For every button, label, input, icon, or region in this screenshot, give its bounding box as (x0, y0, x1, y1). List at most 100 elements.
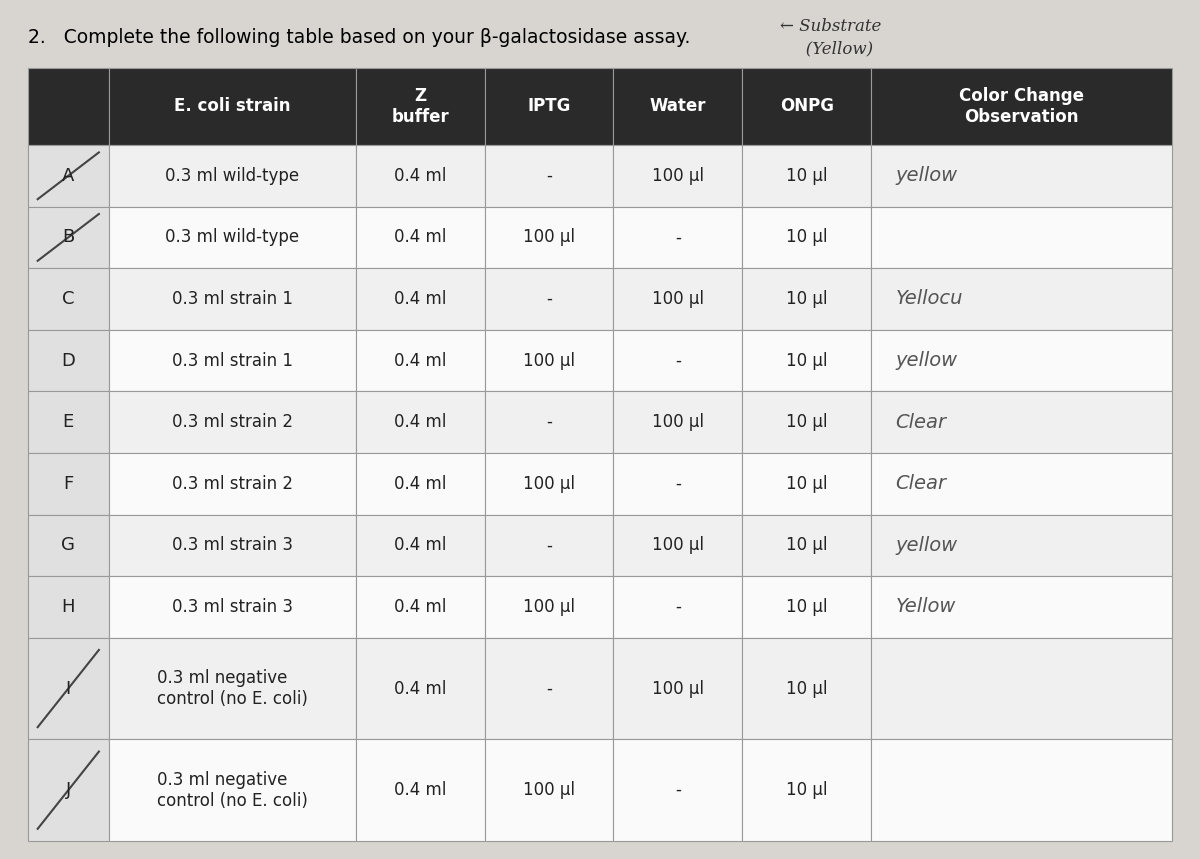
Bar (355, 330, 485, 392)
Text: 0.3 ml strain 1: 0.3 ml strain 1 (172, 351, 293, 369)
Text: 0.4 ml: 0.4 ml (394, 679, 446, 698)
Bar (743, 330, 871, 392)
Bar (613, 206, 743, 268)
Text: 100 µl: 100 µl (652, 290, 704, 308)
Text: 10 µl: 10 µl (786, 290, 828, 308)
Text: 0.4 ml: 0.4 ml (394, 536, 446, 554)
Text: 100 µl: 100 µl (523, 228, 575, 247)
Bar (355, 145, 485, 206)
Text: -: - (674, 475, 680, 493)
Bar (613, 392, 743, 453)
Text: -: - (674, 598, 680, 616)
Text: 0.3 ml wild-type: 0.3 ml wild-type (166, 167, 299, 185)
Bar (871, 637, 1172, 740)
Text: 0.3 ml strain 3: 0.3 ml strain 3 (172, 598, 293, 616)
Text: 10 µl: 10 µl (786, 781, 828, 799)
Text: I: I (66, 679, 71, 698)
Bar (485, 637, 613, 740)
Bar (613, 637, 743, 740)
Text: ONPG: ONPG (780, 97, 834, 115)
Text: 10 µl: 10 µl (786, 679, 828, 698)
Text: yellow: yellow (895, 536, 958, 555)
Text: -: - (546, 167, 552, 185)
Bar (613, 515, 743, 576)
Text: 10 µl: 10 µl (786, 475, 828, 493)
Text: 100 µl: 100 µl (652, 536, 704, 554)
Bar (871, 206, 1172, 268)
Bar (871, 453, 1172, 515)
Text: 100 µl: 100 µl (523, 475, 575, 493)
Bar (355, 268, 485, 330)
Bar (28, 453, 108, 515)
Bar (743, 453, 871, 515)
Bar (485, 268, 613, 330)
Bar (613, 268, 743, 330)
Bar (28, 515, 108, 576)
Text: -: - (546, 413, 552, 431)
Bar (108, 637, 355, 740)
Bar (871, 515, 1172, 576)
Bar (108, 330, 355, 392)
Text: 0.3 ml strain 2: 0.3 ml strain 2 (172, 475, 293, 493)
Bar (871, 68, 1172, 145)
Bar (743, 740, 871, 841)
Text: 100 µl: 100 µl (523, 781, 575, 799)
Text: 0.4 ml: 0.4 ml (394, 475, 446, 493)
Bar (355, 206, 485, 268)
Text: G: G (61, 536, 76, 554)
Bar (485, 740, 613, 841)
Bar (743, 515, 871, 576)
Text: Color Change
Observation: Color Change Observation (959, 87, 1084, 126)
Text: -: - (546, 679, 552, 698)
Text: 0.3 ml wild-type: 0.3 ml wild-type (166, 228, 299, 247)
Text: 100 µl: 100 µl (523, 351, 575, 369)
Bar (743, 145, 871, 206)
Text: H: H (61, 598, 76, 616)
Text: yellow: yellow (895, 351, 958, 370)
Text: 0.3 ml strain 2: 0.3 ml strain 2 (172, 413, 293, 431)
Bar (28, 576, 108, 637)
Bar (108, 392, 355, 453)
Bar (743, 576, 871, 637)
Bar (613, 740, 743, 841)
Bar (28, 268, 108, 330)
Text: 0.4 ml: 0.4 ml (394, 781, 446, 799)
Bar (355, 392, 485, 453)
Text: Z
buffer: Z buffer (391, 87, 449, 126)
Bar (485, 515, 613, 576)
Text: 10 µl: 10 µl (786, 351, 828, 369)
Text: 0.3 ml strain 1: 0.3 ml strain 1 (172, 290, 293, 308)
Bar (613, 330, 743, 392)
Text: Yellocu: Yellocu (895, 289, 962, 308)
Text: F: F (64, 475, 73, 493)
Text: 0.3 ml negative
control (no E. coli): 0.3 ml negative control (no E. coli) (157, 771, 307, 809)
Bar (485, 576, 613, 637)
Bar (743, 268, 871, 330)
Bar (28, 392, 108, 453)
Bar (108, 268, 355, 330)
Text: -: - (674, 228, 680, 247)
Bar (108, 576, 355, 637)
Bar (108, 515, 355, 576)
Bar (871, 576, 1172, 637)
Bar (871, 740, 1172, 841)
Text: 0.4 ml: 0.4 ml (394, 598, 446, 616)
Text: Clear: Clear (895, 412, 947, 432)
Bar (485, 145, 613, 206)
Text: 10 µl: 10 µl (786, 536, 828, 554)
Text: 2.   Complete the following table based on your β-galactosidase assay.: 2. Complete the following table based on… (28, 28, 690, 47)
Text: (Yellow): (Yellow) (790, 40, 874, 57)
Bar (871, 145, 1172, 206)
Bar (613, 145, 743, 206)
Text: E: E (62, 413, 74, 431)
Text: B: B (62, 228, 74, 247)
Bar (28, 740, 108, 841)
Bar (485, 68, 613, 145)
Text: 0.3 ml strain 3: 0.3 ml strain 3 (172, 536, 293, 554)
Bar (108, 68, 355, 145)
Text: ← Substrate: ← Substrate (780, 18, 881, 35)
Bar (613, 576, 743, 637)
Bar (355, 740, 485, 841)
Text: 0.4 ml: 0.4 ml (394, 167, 446, 185)
Text: Clear: Clear (895, 474, 947, 493)
